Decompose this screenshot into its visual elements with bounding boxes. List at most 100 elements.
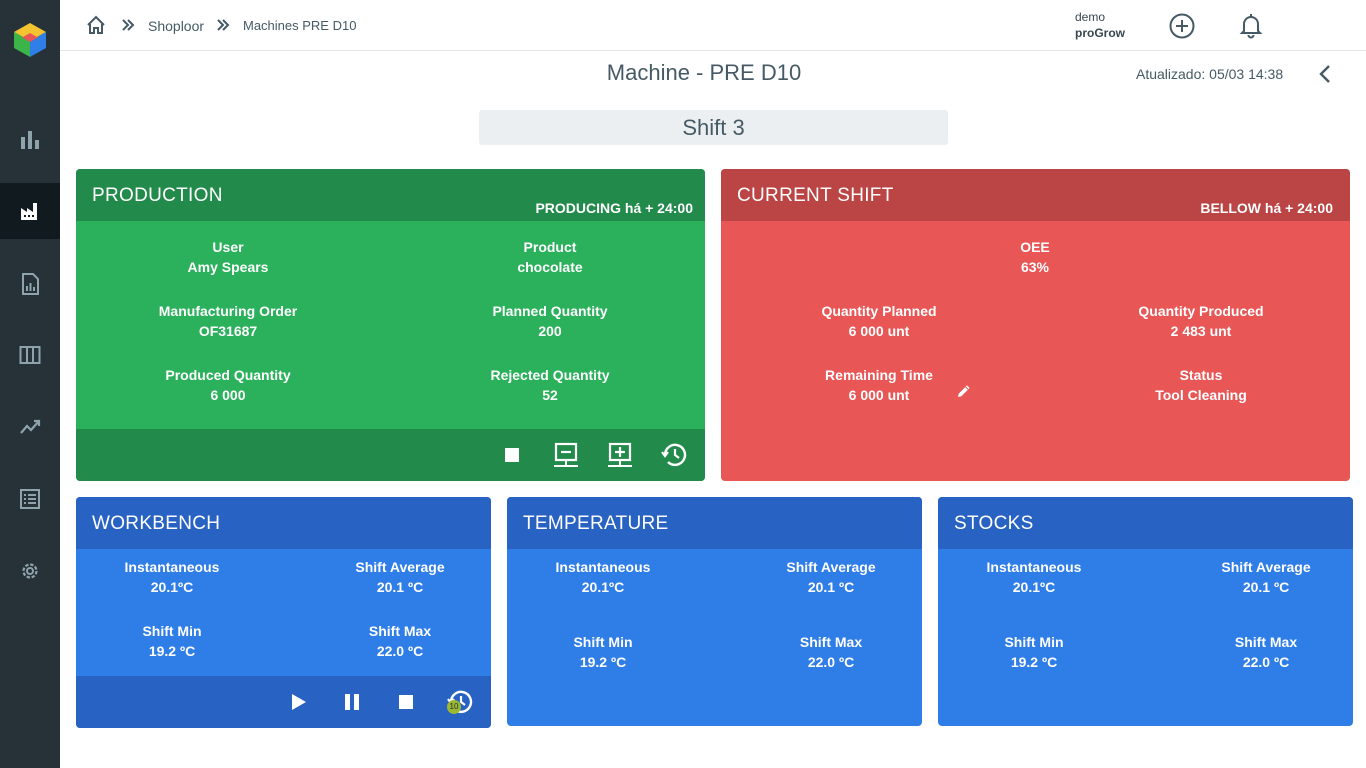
sidebar-item-reports[interactable] (0, 256, 60, 312)
bell-icon[interactable] (1237, 12, 1265, 40)
field-label: Instantaneous (555, 559, 651, 575)
workbench-title: WORKBENCH (92, 513, 221, 534)
field-label: Produced Quantity (165, 367, 291, 383)
field-label: Product (523, 239, 577, 255)
sidebar-item-list[interactable] (0, 471, 60, 527)
stocks-header: STOCKS (938, 497, 1353, 549)
sidebar-item-settings[interactable] (0, 543, 60, 599)
current-shift-card: CURRENT SHIFT BELLOW há + 24:00 OEE 63% … (721, 169, 1350, 481)
current-shift-status: BELLOW há + 24:00 (1200, 200, 1333, 216)
workbench-actions (76, 676, 491, 728)
field-label: Manufacturing Order (158, 303, 298, 319)
field-rejected-quantity: Rejected Quantity 52 (450, 365, 650, 405)
field-value: OF31687 (198, 323, 258, 339)
field-value: 6 000 unt (848, 323, 910, 339)
field-instantaneous: Instantaneous 20.1ºC (954, 557, 1114, 597)
sidebar-item-trends[interactable] (0, 399, 60, 455)
production-status: PRODUCING há + 24:00 (535, 200, 693, 216)
production-card: PRODUCTION PRODUCING há + 24:00 User Amy… (76, 169, 705, 481)
temperature-title: TEMPERATURE (523, 513, 669, 534)
field-status: Status Tool Cleaning (1101, 365, 1301, 405)
production-header: PRODUCTION PRODUCING há + 24:00 (76, 169, 705, 221)
field-label: Shift Min (573, 634, 633, 650)
app-logo[interactable] (11, 21, 49, 59)
stocks-card: STOCKS Instantaneous 20.1ºC Shift Averag… (938, 497, 1353, 726)
field-value: 20.1 ºC (376, 579, 424, 595)
field-label: Remaining Time (825, 367, 933, 383)
field-label: Shift Min (142, 623, 202, 639)
workbench-header: WORKBENCH (76, 497, 491, 549)
field-shift-average: Shift Average 20.1 ºC (751, 557, 911, 597)
field-value: 20.1ºC (150, 579, 194, 595)
chevron-double-right-icon (122, 19, 135, 31)
breadcrumb-machine[interactable]: Machines PRE D10 (243, 18, 357, 33)
top-header: Shoploor Machines PRE D10 demo proGrow (60, 0, 1366, 51)
field-label: Shift Max (368, 623, 432, 639)
list-icon (20, 489, 40, 509)
field-value: Amy Spears (187, 259, 269, 275)
sidebar-item-shopfloor[interactable] (0, 183, 60, 239)
report-file-icon (22, 273, 39, 295)
field-remaining-time: Remaining Time 6 000 unt (779, 365, 979, 405)
chevron-double-right-icon (217, 19, 230, 31)
field-value: 2 483 unt (1170, 323, 1232, 339)
field-label: Instantaneous (124, 559, 220, 575)
field-value: 22.0 ºC (1242, 654, 1290, 670)
field-produced-quantity: Produced Quantity 6 000 (128, 365, 328, 405)
field-shift-min: Shift Min 19.2 ºC (92, 621, 252, 661)
field-label: Quantity Planned (821, 303, 937, 319)
history-icon[interactable] (660, 441, 688, 469)
field-value: 52 (542, 387, 558, 403)
pencil-icon[interactable] (955, 382, 973, 400)
field-label: Shift Average (355, 559, 445, 575)
field-value: 19.2 ºC (579, 654, 627, 670)
user-menu[interactable]: demo proGrow (1075, 9, 1125, 41)
field-label: Rejected Quantity (490, 367, 610, 383)
sidebar (0, 0, 60, 768)
history-count-badge: 10 (447, 700, 461, 714)
pause-icon[interactable] (338, 688, 366, 716)
field-label: Shift Average (786, 559, 876, 575)
sidebar-item-columns[interactable] (0, 327, 60, 383)
chevron-left-icon[interactable] (1314, 62, 1336, 86)
field-quantity-produced: Quantity Produced 2 483 unt (1101, 301, 1301, 341)
page-title: Machine - PRE D10 (606, 60, 802, 85)
shift-selector[interactable]: Shift 3 (479, 110, 948, 145)
current-shift-header: CURRENT SHIFT BELLOW há + 24:00 (721, 169, 1350, 221)
field-value: Tool Cleaning (1155, 387, 1247, 403)
monitor-plus-icon[interactable] (606, 441, 634, 469)
field-quantity-planned: Quantity Planned 6 000 unt (779, 301, 979, 341)
factory-icon (21, 203, 37, 220)
field-label: Instantaneous (986, 559, 1082, 575)
field-shift-min: Shift Min 19.2 ºC (954, 632, 1114, 672)
gear-icon (22, 563, 38, 579)
field-value: 6 000 (210, 387, 246, 403)
field-label: Shift Max (1234, 634, 1298, 650)
field-shift-max: Shift Max 22.0 ºC (320, 621, 480, 661)
field-value: 200 (538, 323, 562, 339)
stop-icon[interactable] (498, 441, 526, 469)
field-manufacturing-order: Manufacturing Order OF31687 (128, 301, 328, 341)
trending-up-icon (20, 419, 41, 434)
field-shift-average: Shift Average 20.1 ºC (320, 557, 480, 597)
field-value: 20.1 ºC (807, 579, 855, 595)
monitor-minus-icon[interactable] (552, 441, 580, 469)
play-icon[interactable] (284, 688, 312, 716)
sidebar-item-dashboard[interactable] (0, 112, 60, 168)
stop-icon[interactable] (392, 688, 420, 716)
columns-icon (19, 346, 41, 364)
breadcrumb-shopfloor[interactable]: Shoploor (148, 17, 205, 34)
home-icon[interactable] (86, 15, 106, 35)
field-label: Shift Max (799, 634, 863, 650)
field-label: Shift Min (1004, 634, 1064, 650)
field-label: OEE (1020, 239, 1050, 255)
field-product: Product chocolate (450, 237, 650, 277)
field-label: Planned Quantity (492, 303, 608, 319)
field-shift-min: Shift Min 19.2 ºC (523, 632, 683, 672)
field-value: 20.1ºC (1012, 579, 1056, 595)
plus-circle-icon[interactable] (1168, 12, 1196, 40)
field-value: 20.1ºC (581, 579, 625, 595)
bar-chart-icon (21, 131, 39, 149)
field-label: Quantity Produced (1138, 303, 1264, 319)
field-instantaneous: Instantaneous 20.1ºC (523, 557, 683, 597)
